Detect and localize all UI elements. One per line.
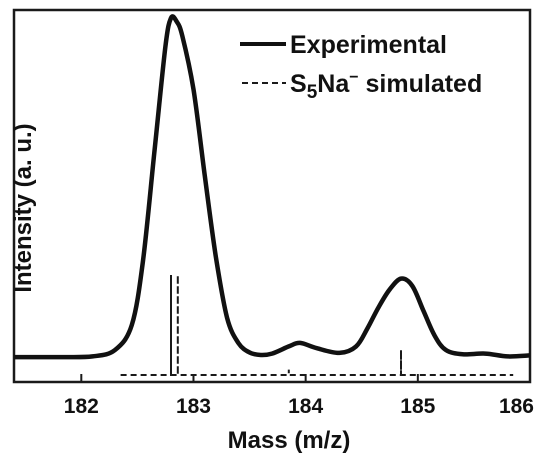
x-tick-label: 183	[176, 395, 211, 418]
legend-simulated-prefix: S	[290, 70, 307, 98]
x-tick-label: 184	[288, 395, 323, 418]
series-simulated-line	[120, 275, 514, 376]
legend-simulated-subscript: 5	[307, 82, 318, 103]
x-tick-label: 185	[400, 395, 435, 418]
y-axis-title: Intensity (a. u.)	[10, 123, 37, 292]
legend-simulated-suffix: simulated	[359, 70, 483, 98]
x-axis-title: Mass (m/z)	[228, 427, 351, 454]
x-axis-tick-labels: 182 183 184 185 186	[64, 395, 534, 418]
x-tick-label: 186	[499, 395, 534, 418]
legend: Experimental S5Na− simulated	[240, 31, 482, 103]
legend-simulated-mid: Na	[317, 70, 350, 98]
plot-frame	[12, 8, 532, 384]
series-experimental-line	[13, 14, 531, 360]
x-tick-label: 182	[64, 395, 99, 418]
legend-simulated-label: S5Na− simulated	[290, 69, 482, 103]
legend-experimental-label: Experimental	[290, 31, 447, 59]
legend-simulated-superscript: −	[349, 69, 358, 86]
